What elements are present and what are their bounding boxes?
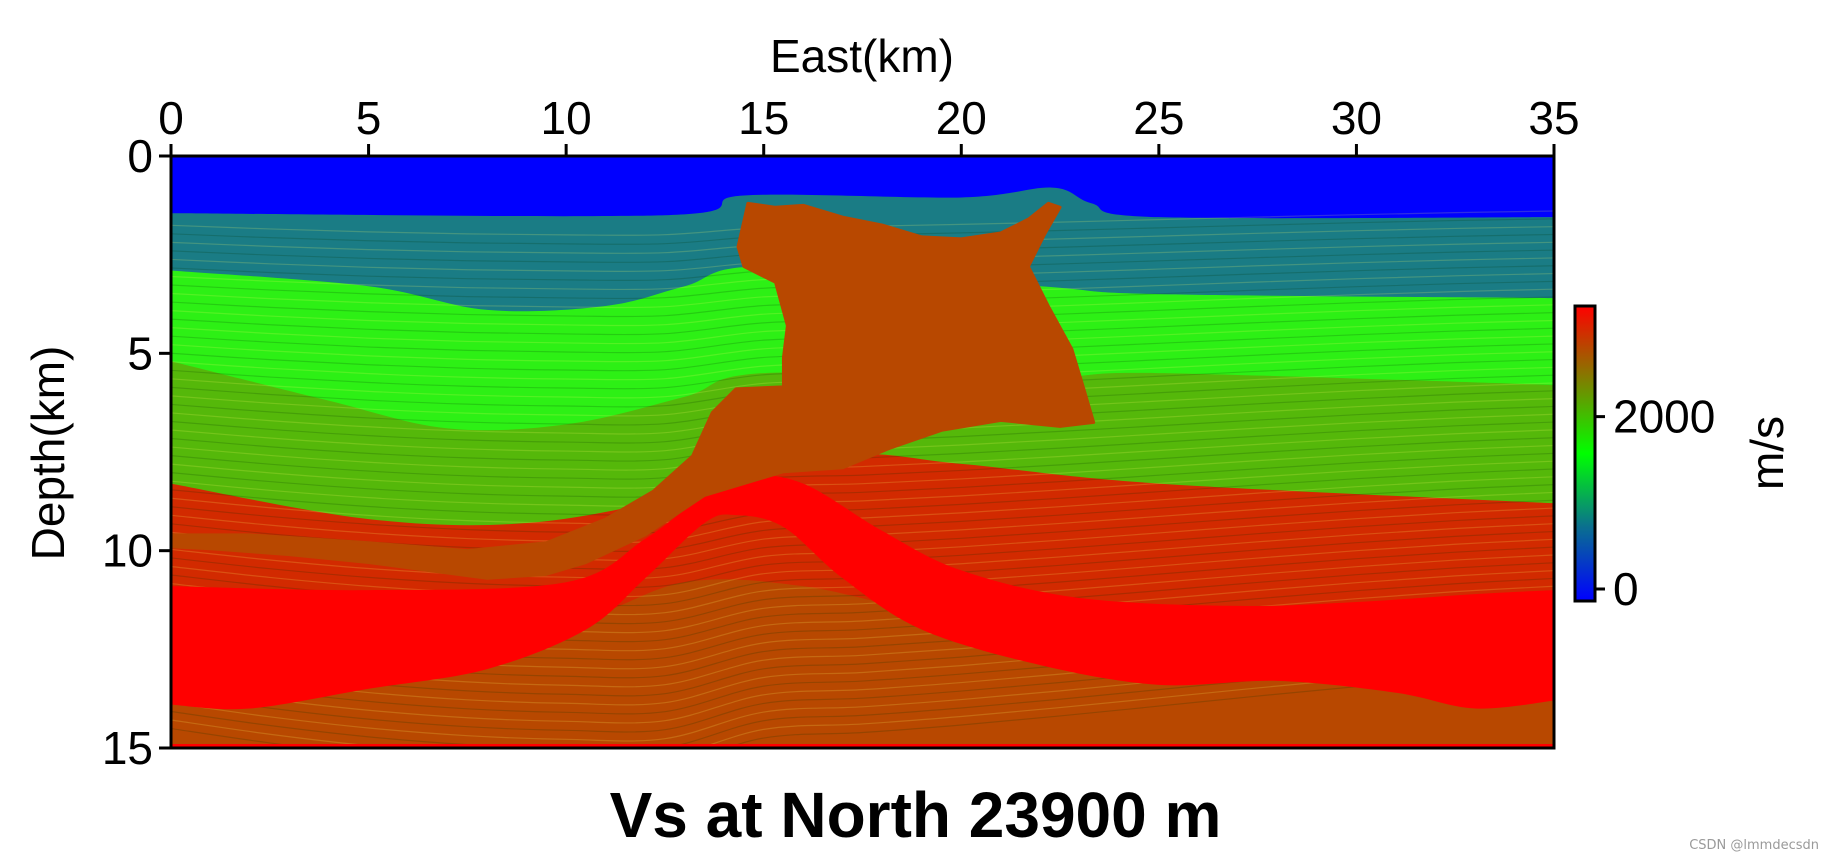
y-tick-label: 15 (102, 722, 153, 774)
x-tick-label: 25 (1133, 92, 1184, 144)
salt-body (171, 201, 1096, 580)
colorbar-label: m/s (1741, 416, 1793, 490)
x-tick-label: 20 (936, 92, 987, 144)
colorbar-tick-label: 0 (1613, 563, 1639, 615)
x-tick-label: 0 (158, 92, 184, 144)
colorbar-scale (1573, 304, 1597, 603)
x-tick-label: 30 (1331, 92, 1382, 144)
x-tick-label: 10 (541, 92, 592, 144)
sediment-layer-0 (171, 156, 1554, 219)
y-tick-label: 10 (102, 525, 153, 577)
bottom-boundary (171, 744, 1554, 748)
x-axis-label: East(km) (770, 30, 954, 82)
plot-frame (169, 154, 1556, 750)
colorbar-tick-label: 2000 (1613, 391, 1715, 443)
watermark: CSDN @lmmdecsdn (1689, 838, 1819, 853)
x-tick-label: 5 (356, 92, 382, 144)
x-tick-label: 15 (738, 92, 789, 144)
y-axis-label: Depth(km) (22, 346, 74, 561)
y-tick-label: 5 (127, 327, 153, 379)
chart-title: Vs at North 23900 m (609, 779, 1222, 851)
high-velocity-band (171, 474, 1554, 710)
y-tick-label: 0 (127, 130, 153, 182)
x-tick-label: 35 (1528, 92, 1579, 144)
